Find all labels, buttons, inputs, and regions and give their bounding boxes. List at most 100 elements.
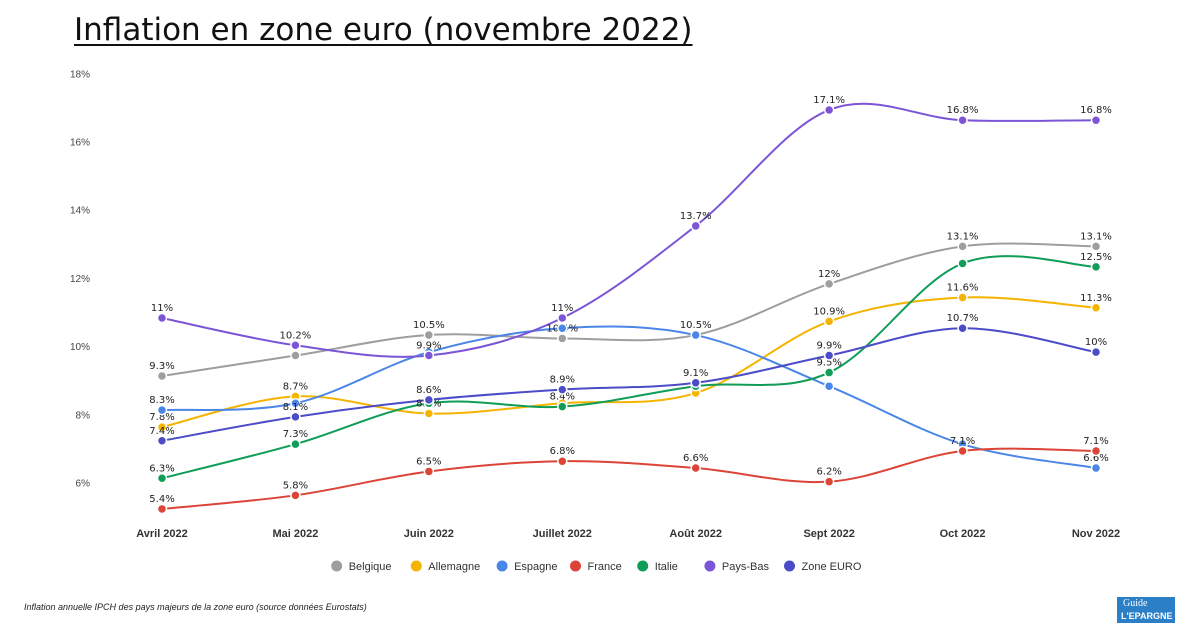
data-label: 9.1%	[683, 368, 708, 379]
data-label: 13.1%	[1080, 231, 1112, 242]
data-point	[557, 322, 568, 334]
data-point	[156, 421, 168, 433]
page-title: Inflation en zone euro (novembre 2022)	[74, 12, 693, 48]
legend-swatch	[331, 560, 343, 572]
data-point	[557, 401, 568, 412]
data-point	[957, 322, 968, 334]
legend-label: France	[588, 561, 622, 573]
data-label: 6.5%	[416, 456, 441, 467]
data-point	[423, 329, 435, 341]
data-point	[423, 466, 435, 477]
data-label: 8.1%	[283, 402, 308, 413]
x-tick-label: Juin 2022	[404, 528, 454, 540]
data-point	[1090, 302, 1102, 314]
legend-label: Italie	[655, 561, 678, 573]
data-point	[557, 333, 568, 344]
data-label: 7.3%	[283, 429, 308, 440]
data-label: 11%	[151, 303, 173, 314]
data-point	[557, 312, 568, 324]
data-label: 10.7%	[947, 313, 979, 324]
data-label: 6.2%	[816, 467, 841, 478]
data-point	[290, 350, 301, 361]
data-label: 13.7%	[680, 211, 712, 222]
data-label: 5.8%	[283, 480, 308, 491]
data-label: 12.5%	[1080, 252, 1112, 263]
data-label: 8.9%	[550, 375, 575, 386]
data-label: 9.9%	[416, 341, 441, 352]
data-label: 8.4%	[550, 392, 575, 403]
data-point	[823, 278, 835, 290]
y-tick-label: 18%	[70, 69, 90, 80]
data-label: 17.1%	[813, 95, 845, 106]
data-label: 8.3%	[149, 395, 174, 406]
data-point	[557, 455, 568, 467]
data-point	[156, 503, 168, 515]
x-tick-label: Oct 2022	[940, 528, 986, 540]
data-point	[957, 241, 968, 252]
data-point	[290, 340, 301, 351]
legend-label: Pays-Bas	[722, 561, 770, 573]
data-label: 10.9%	[813, 306, 845, 317]
data-point	[156, 312, 168, 324]
data-point	[1090, 114, 1102, 126]
data-label: 9.9%	[816, 341, 841, 352]
data-point	[290, 438, 301, 450]
y-tick-label: 10%	[70, 342, 90, 353]
data-point	[1090, 445, 1102, 457]
data-label: 16.8%	[1080, 105, 1112, 116]
x-tick-label: Sept 2022	[803, 528, 854, 540]
data-label: 7.4%	[149, 426, 174, 437]
legend-label: Espagne	[514, 561, 557, 573]
data-point	[156, 370, 168, 382]
legend-swatch	[704, 560, 716, 572]
series-line-pays-bas	[161, 102, 1097, 358]
legend-swatch	[410, 560, 422, 572]
data-label: 11%	[551, 303, 573, 314]
data-label: 8.6%	[416, 385, 441, 396]
data-point	[156, 435, 168, 447]
data-point	[290, 398, 301, 409]
y-tick-label: 12%	[70, 274, 90, 285]
data-point	[823, 316, 835, 327]
data-label: 9.5%	[816, 358, 841, 369]
data-label: 6.6%	[683, 453, 708, 464]
data-label: 12%	[818, 269, 840, 280]
data-point	[557, 384, 568, 395]
data-label: 7.1%	[1083, 436, 1108, 447]
y-tick-label: 8%	[76, 410, 91, 421]
data-label: 11.3%	[1080, 293, 1112, 304]
data-label: 11.6%	[947, 283, 979, 294]
data-point	[290, 490, 301, 501]
data-point	[823, 104, 835, 116]
legend-swatch	[570, 560, 581, 572]
data-label: 10.5%	[680, 320, 712, 331]
data-point	[823, 367, 835, 378]
data-label: 16.8%	[947, 105, 979, 116]
data-point	[690, 220, 701, 232]
data-point	[1090, 462, 1102, 474]
y-tick-label: 16%	[70, 138, 90, 149]
x-tick-label: Avril 2022	[136, 528, 188, 540]
data-point	[423, 350, 435, 361]
source-note: Inflation annuelle IPCH des pays majeurs…	[24, 602, 367, 612]
data-point	[290, 411, 301, 423]
data-point	[156, 473, 168, 484]
series-line-allemagne	[161, 296, 1097, 429]
data-point	[1090, 346, 1102, 358]
data-point	[690, 377, 701, 389]
data-label: 6.3%	[149, 463, 174, 474]
x-tick-label: Juillet 2022	[533, 528, 592, 540]
series-line-zone-euro	[161, 327, 1097, 442]
data-label: 10.2%	[280, 330, 312, 341]
data-point	[423, 394, 435, 406]
data-point	[690, 462, 701, 474]
series-line-italie	[161, 255, 1097, 480]
legend-swatch	[496, 560, 508, 572]
data-label: 6.6%	[1083, 453, 1108, 464]
y-tick-label: 6%	[76, 479, 91, 490]
data-point	[957, 292, 968, 303]
data-label: 9.3%	[149, 361, 174, 372]
series-line-france	[161, 447, 1097, 510]
data-label: 10%	[1085, 337, 1107, 348]
data-label: 7.1%	[950, 436, 975, 447]
